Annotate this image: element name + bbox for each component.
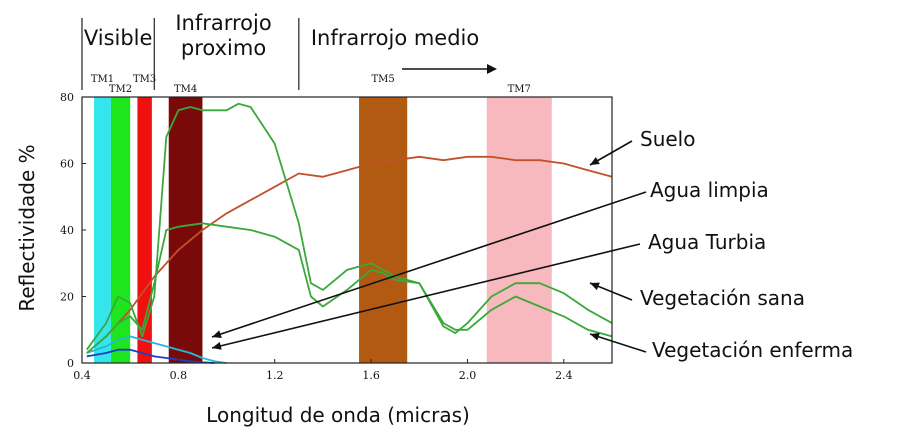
band-label-tm4: TM4: [174, 84, 197, 95]
series-agua-limpia: [86, 348, 215, 364]
y-tick-label: 20: [60, 291, 74, 304]
x-tick-label: 1.6: [362, 369, 380, 382]
x-tick-label: 0.4: [73, 369, 91, 382]
axes: 0.4 0.8 1.2 1.6 2.0 2.4 0 20 40 60 80: [60, 91, 573, 382]
leader-head-suelo: [590, 157, 600, 165]
legend-label-agua-limpia: Agua limpia: [650, 178, 769, 202]
y-tick-label: 0: [67, 357, 74, 370]
legend-label-vegetacion-sana: Vegetación sana: [640, 286, 805, 310]
y-tick-label: 60: [60, 158, 74, 171]
legend: Suelo Agua limpia Agua Turbia Vegetación sa…: [640, 127, 853, 362]
legend-leaders: [211, 140, 647, 353]
leader-vegetacion-enferma: [589, 333, 647, 353]
band-tm5: [359, 97, 408, 363]
band-tm1: [94, 97, 111, 363]
y-tick-label: 80: [60, 91, 74, 104]
band-tm3: [137, 97, 152, 363]
series-vegetacion-sana: [86, 102, 613, 351]
x-tick-label: 2.0: [459, 369, 477, 382]
band-label-tm3: TM3: [133, 74, 156, 85]
y-tick-label: 40: [60, 224, 74, 237]
band-label-tm7: TM7: [508, 84, 531, 95]
region-label-nir-line2: proximo: [181, 36, 266, 60]
x-axis-title: Longitud de onda (micras): [206, 403, 470, 427]
leader-head-agua-turbia: [212, 341, 222, 350]
leader-head-vegetacion-sana: [590, 282, 600, 291]
band-tm4: [168, 97, 203, 363]
region-label-nir: Infrarrojo: [175, 11, 271, 35]
series-lines: [86, 102, 613, 364]
leader-head-vegetacion-enferma: [590, 332, 600, 341]
series-agua-turbia: [86, 335, 227, 364]
y-axis-title: Reflectividade %: [15, 144, 39, 311]
leader-agua-turbia: [211, 243, 641, 349]
x-tick-label: 0.8: [170, 369, 188, 382]
region-arrow-head: [487, 64, 497, 74]
band-label-tm5: TM5: [371, 74, 394, 85]
series-vegetacion-enferma: [86, 222, 613, 354]
leader-agua-limpia: [211, 191, 647, 338]
series-suelo: [86, 155, 613, 354]
region-label-visible: Visible: [84, 26, 153, 50]
band-tm2: [110, 97, 131, 363]
leader-head-agua-limpia: [212, 330, 222, 338]
band-tm7: [486, 97, 552, 363]
x-tick-label: 2.4: [555, 369, 573, 382]
legend-label-agua-turbia: Agua Turbia: [648, 230, 766, 254]
band-label-tm2: TM2: [109, 84, 132, 95]
x-tick-label: 1.2: [266, 369, 284, 382]
legend-label-vegetacion-enferma: Vegetación enferma: [652, 338, 853, 362]
band-label-tm1: TM1: [91, 74, 114, 85]
region-label-mir: Infrarrojo medio: [311, 26, 479, 50]
legend-label-suelo: Suelo: [640, 127, 695, 151]
